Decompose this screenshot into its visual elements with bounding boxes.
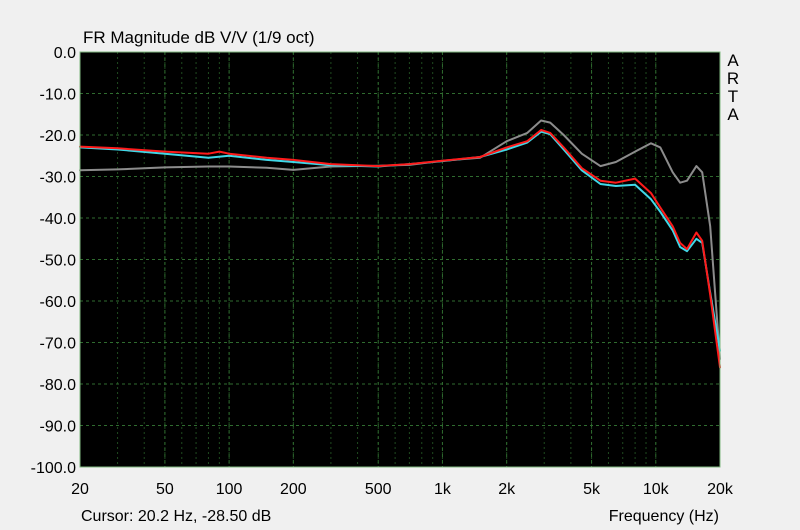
x-tick-label: 20 [71,481,89,498]
minor-grid [117,52,657,467]
y-tick-label: -30.0 [40,170,77,187]
x-axis-tick-labels: 20 50 100 200 500 1k 2k 5k 10k 20k [71,481,734,498]
x-tick-label: 200 [280,481,307,498]
series-lines [79,119,721,369]
y-tick-label: -80.0 [40,377,77,394]
brand-letter: R [727,69,739,88]
plot-border [79,51,721,468]
brand-letter: T [728,87,738,106]
y-tick-label: -50.0 [40,253,77,270]
x-tick-label: 1k [434,481,452,498]
brand-letter: A [727,105,739,124]
brand-logo: A R T A [727,51,739,124]
major-grid [80,52,720,467]
x-tick-label: 20k [707,481,734,498]
cursor-readout: Cursor: 20.2 Hz, -28.50 dB [81,508,271,525]
x-tick-label: 5k [583,481,601,498]
x-tick-label: 500 [365,481,392,498]
x-tick-label: 2k [498,481,516,498]
y-tick-label: -20.0 [40,128,77,145]
x-tick-label: 50 [156,481,174,498]
y-tick-label: -10.0 [40,87,77,104]
y-axis-tick-labels: 0.0 -10.0 -20.0 -30.0 -40.0 -50.0 -60.0 -70.0 -8… [31,45,76,477]
y-tick-label: -90.0 [40,419,77,436]
chart-title: FR Magnitude dB V/V (1/9 oct) [83,28,315,47]
y-tick-label: -100.0 [31,460,76,477]
y-tick-label: 0.0 [54,45,76,62]
brand-letter: A [727,51,739,70]
x-tick-label: 10k [643,481,670,498]
x-axis-label: Frequency (Hz) [609,508,719,525]
series-line-3 [79,129,721,369]
x-tick-label: 100 [216,481,243,498]
series-line-1 [79,119,721,361]
y-tick-label: -70.0 [40,336,77,353]
y-tick-label: -60.0 [40,294,77,311]
series-line-2 [79,130,721,352]
y-tick-label: -40.0 [40,211,77,228]
